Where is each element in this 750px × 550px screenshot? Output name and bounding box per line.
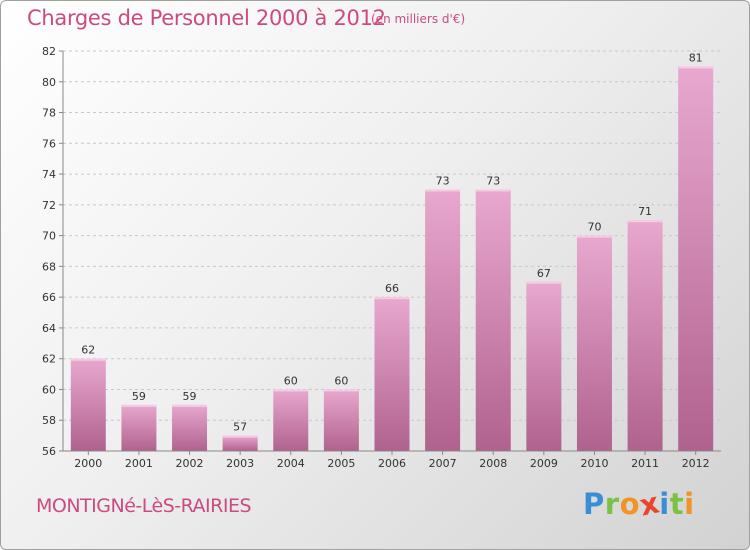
x-tick-label: 2010 bbox=[580, 457, 608, 470]
y-tick-label: 68 bbox=[42, 260, 56, 273]
y-tick-label: 58 bbox=[42, 414, 56, 427]
bar-highlight bbox=[374, 297, 410, 300]
bar-highlight bbox=[222, 435, 258, 438]
bar-highlight bbox=[627, 220, 663, 223]
y-tick-label: 72 bbox=[42, 199, 56, 212]
x-tick-label: 2003 bbox=[226, 457, 254, 470]
chart-subtitle: (en milliers d'€) bbox=[371, 12, 466, 26]
data-label: 60 bbox=[284, 374, 298, 387]
bar-highlight bbox=[425, 189, 461, 192]
y-tick-label: 76 bbox=[42, 137, 56, 150]
y-tick-label: 64 bbox=[42, 322, 56, 335]
y-tick-label: 66 bbox=[42, 291, 56, 304]
bar-2002 bbox=[172, 404, 208, 451]
bar-highlight bbox=[576, 235, 612, 238]
data-label: 62 bbox=[81, 344, 95, 357]
bar-2006 bbox=[374, 297, 410, 451]
bar-highlight bbox=[273, 389, 309, 392]
bar-2001 bbox=[121, 404, 157, 451]
x-tick-label: 2008 bbox=[479, 457, 507, 470]
bar-2005 bbox=[323, 389, 359, 451]
data-label: 73 bbox=[436, 174, 450, 187]
bar-highlight bbox=[475, 189, 511, 192]
bar-highlight bbox=[70, 358, 106, 361]
bar-highlight bbox=[678, 66, 714, 69]
proxiti-logo: Proxiti bbox=[583, 485, 695, 523]
x-tick-label: 2001 bbox=[125, 457, 153, 470]
bar-2007 bbox=[425, 189, 461, 451]
axes bbox=[59, 50, 721, 455]
bar-highlight bbox=[323, 389, 359, 392]
x-tick-label: 2011 bbox=[631, 457, 659, 470]
bar-2008 bbox=[475, 189, 511, 451]
data-label: 67 bbox=[537, 267, 551, 280]
x-tick-label: 2009 bbox=[530, 457, 558, 470]
bar-2003 bbox=[222, 435, 258, 451]
data-label: 81 bbox=[689, 51, 703, 64]
data-label: 60 bbox=[334, 374, 348, 387]
data-label: 70 bbox=[587, 221, 601, 234]
x-tick-label: 2000 bbox=[74, 457, 102, 470]
bar-2012 bbox=[678, 66, 714, 451]
data-label: 73 bbox=[486, 174, 500, 187]
x-tick-label: 2004 bbox=[277, 457, 305, 470]
x-tick-label: 2006 bbox=[378, 457, 406, 470]
data-label: 57 bbox=[233, 421, 247, 434]
y-tick-label: 56 bbox=[42, 445, 56, 458]
chart-title: Charges de Personnel 2000 à 2012 bbox=[27, 6, 386, 30]
y-tick-label: 60 bbox=[42, 383, 56, 396]
x-tick-label: 2002 bbox=[176, 457, 204, 470]
x-tick-label: 2007 bbox=[429, 457, 457, 470]
bar-highlight bbox=[172, 404, 208, 407]
y-tick-label: 78 bbox=[42, 107, 56, 120]
bar-highlight bbox=[121, 404, 157, 407]
bar-2000 bbox=[70, 358, 106, 451]
data-label: 71 bbox=[638, 205, 652, 218]
bar-highlight bbox=[526, 281, 562, 284]
data-label: 59 bbox=[132, 390, 146, 403]
y-tick-label: 62 bbox=[42, 353, 56, 366]
bars bbox=[70, 66, 714, 451]
y-tick-label: 74 bbox=[42, 168, 56, 181]
bar-2004 bbox=[273, 389, 309, 451]
bar-2011 bbox=[627, 220, 663, 451]
x-tick-label: 2005 bbox=[327, 457, 355, 470]
data-label: 66 bbox=[385, 282, 399, 295]
data-label: 59 bbox=[183, 390, 197, 403]
bar-2009 bbox=[526, 281, 562, 451]
x-tick-label: 2012 bbox=[682, 457, 710, 470]
labels: 56 58 60 62 64 66 68 70 72 74 76 78 80 82 62 2000 59 2001… bbox=[42, 45, 710, 470]
commune-name: MONTIGNé-LèS-RAIRIES bbox=[36, 495, 252, 517]
y-tick-label: 80 bbox=[42, 76, 56, 89]
bar-2010 bbox=[576, 235, 612, 451]
y-tick-label: 70 bbox=[42, 230, 56, 243]
y-tick-label: 82 bbox=[42, 45, 56, 58]
